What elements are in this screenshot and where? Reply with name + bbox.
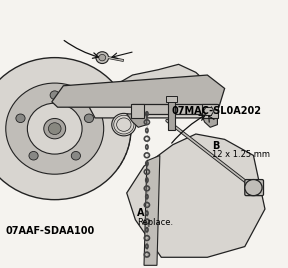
Circle shape	[48, 123, 61, 135]
Circle shape	[27, 103, 82, 154]
FancyBboxPatch shape	[245, 180, 264, 196]
Text: 07AAF-SDAA100: 07AAF-SDAA100	[6, 226, 95, 236]
FancyBboxPatch shape	[166, 96, 177, 102]
Polygon shape	[202, 114, 217, 127]
Text: B: B	[212, 141, 219, 151]
FancyBboxPatch shape	[132, 104, 217, 114]
Polygon shape	[89, 64, 219, 118]
Circle shape	[84, 114, 94, 122]
Circle shape	[50, 91, 59, 99]
Circle shape	[71, 151, 80, 160]
FancyBboxPatch shape	[131, 104, 144, 118]
FancyBboxPatch shape	[202, 104, 218, 118]
Circle shape	[6, 83, 104, 174]
Text: A: A	[137, 208, 144, 218]
Polygon shape	[127, 134, 265, 257]
Circle shape	[112, 113, 136, 136]
Text: 12 x 1.25 mm: 12 x 1.25 mm	[212, 150, 270, 159]
Circle shape	[99, 54, 106, 61]
Circle shape	[29, 151, 38, 160]
Text: Replace.: Replace.	[137, 218, 173, 226]
Circle shape	[44, 118, 66, 139]
Circle shape	[0, 58, 131, 200]
Text: 07MAC-SL0A202: 07MAC-SL0A202	[171, 106, 262, 116]
Polygon shape	[144, 155, 160, 265]
Polygon shape	[52, 75, 225, 107]
Circle shape	[96, 52, 109, 64]
FancyBboxPatch shape	[168, 99, 175, 130]
Polygon shape	[127, 114, 147, 127]
Circle shape	[16, 114, 25, 122]
Circle shape	[245, 180, 262, 196]
